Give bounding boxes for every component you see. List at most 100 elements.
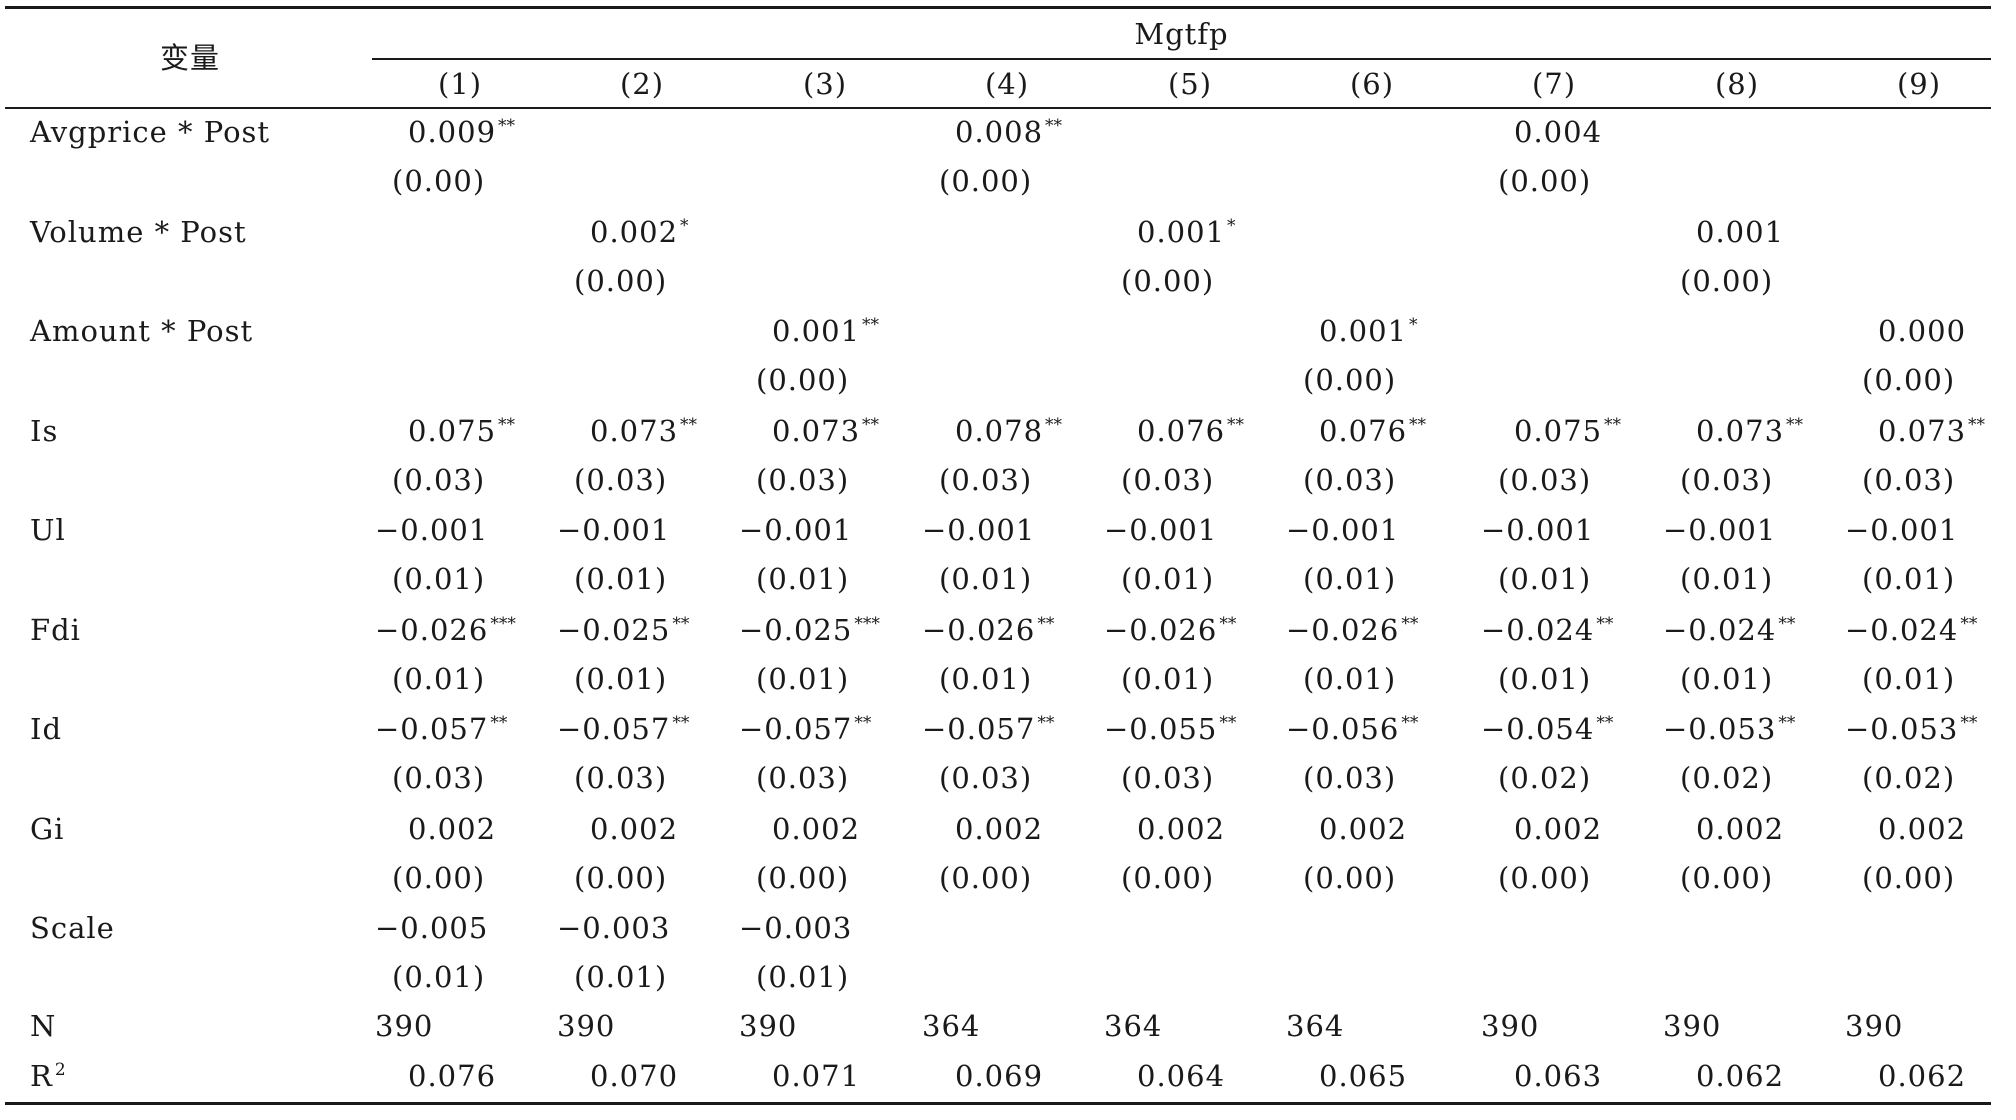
- coefficient-value: 0.075: [408, 413, 497, 448]
- coefficient-cell: 0.073 **: [772, 413, 879, 449]
- coefficient-value: −0.025: [557, 612, 671, 647]
- coefficient-cell: −0.057 **: [922, 711, 1054, 747]
- std-error-cell: (0.03): [939, 462, 1033, 497]
- r2-value: 0.076: [408, 1059, 497, 1093]
- row-label: Avgprice * Post: [30, 115, 271, 149]
- coefficient-value: 0.000: [1878, 314, 1967, 348]
- coefficient-value: −0.056: [1286, 712, 1400, 746]
- std-error-cell: (0.01): [939, 661, 1033, 696]
- column-header-7: (7): [1531, 67, 1577, 101]
- r2-superscript: 2: [54, 1060, 66, 1080]
- r2-value: 0.069: [955, 1059, 1044, 1093]
- coefficient-value: −0.001: [922, 513, 1036, 547]
- std-error-cell: (0.01): [574, 960, 668, 994]
- std-error-cell: (0.01): [392, 661, 486, 696]
- coefficient-cell: 0.076 **: [1137, 413, 1244, 449]
- std-error-cell: (0.03): [756, 462, 850, 497]
- std-error-cell: (0.02): [1680, 761, 1774, 795]
- significance-stars: **: [1219, 613, 1237, 634]
- row-label: Is: [30, 413, 59, 448]
- variable-header: 变量: [159, 41, 220, 75]
- std-error-cell: (0.00): [1121, 860, 1215, 895]
- r2-value: 0.062: [1696, 1059, 1785, 1093]
- std-error-cell: (0.00): [574, 860, 668, 895]
- std-error-cell: (0.00): [756, 860, 850, 895]
- std-error-cell: (0.00): [1303, 363, 1397, 397]
- coefficient-cell: 0.001 *: [1137, 214, 1236, 250]
- coefficient-cell: −0.001: [739, 512, 852, 548]
- std-error-cell: (0.01): [756, 562, 850, 596]
- coefficient-value: −0.024: [1481, 612, 1595, 647]
- coefficient-value: 0.002: [408, 811, 497, 846]
- column-header-4: (4): [984, 67, 1030, 101]
- significance-stars: **: [1786, 414, 1804, 435]
- r2-value: 0.064: [1137, 1059, 1226, 1093]
- coefficient-value: 0.002: [1696, 811, 1785, 846]
- coefficient-cell: 0.001 *: [1319, 313, 1418, 349]
- header-rule: [5, 107, 1991, 109]
- coefficient-value: 0.076: [1137, 413, 1226, 448]
- coefficient-value: −0.057: [922, 712, 1036, 746]
- significance-stars: ***: [854, 613, 880, 634]
- coefficient-cell: −0.057 **: [557, 711, 689, 747]
- coefficient-cell: −0.005: [375, 910, 488, 946]
- std-error-cell: (0.01): [1303, 562, 1397, 596]
- coefficient-cell: 0.009 **: [408, 114, 515, 150]
- r2-label-text: R: [30, 1059, 53, 1093]
- coefficient-value: 0.001: [1137, 214, 1226, 249]
- significance-stars: **: [1409, 414, 1427, 435]
- std-error-cell: (0.03): [1680, 462, 1774, 497]
- significance-stars: **: [1401, 613, 1419, 634]
- coefficient-cell: 0.073 **: [1696, 413, 1803, 449]
- n-value: 364: [922, 1009, 981, 1043]
- coefficient-value: 0.073: [1878, 413, 1967, 448]
- row-label: Id: [30, 712, 63, 746]
- coefficient-cell: −0.024 **: [1845, 612, 1977, 648]
- coefficient-value: 0.002: [590, 811, 679, 846]
- r2-value: 0.065: [1319, 1059, 1408, 1093]
- coefficient-value: −0.026: [1286, 612, 1400, 647]
- coefficient-cell: −0.001: [375, 512, 488, 548]
- coefficient-value: 0.004: [1514, 115, 1603, 149]
- n-value: 390: [1663, 1009, 1722, 1043]
- coefficient-value: 0.001: [1319, 314, 1408, 348]
- top-rule: [5, 6, 1991, 9]
- significance-stars: **: [672, 713, 690, 733]
- group-underline: [372, 58, 1991, 60]
- significance-stars: **: [1045, 414, 1063, 435]
- std-error-cell: (0.01): [1680, 661, 1774, 696]
- significance-stars: **: [1778, 713, 1796, 733]
- coefficient-cell: −0.057 **: [375, 711, 507, 747]
- coefficient-cell: 0.002: [1319, 811, 1407, 847]
- std-error-cell: (0.03): [392, 462, 486, 497]
- coefficient-cell: −0.054 **: [1481, 711, 1613, 747]
- coefficient-cell: 0.004: [1514, 114, 1602, 150]
- significance-stars: **: [1778, 613, 1796, 634]
- coefficient-value: 0.002: [590, 214, 679, 249]
- coefficient-value: −0.001: [557, 513, 671, 547]
- coefficient-cell: 0.000: [1878, 313, 1966, 349]
- std-error-cell: (0.00): [392, 164, 486, 198]
- coefficient-cell: −0.026 **: [922, 612, 1054, 648]
- coefficient-cell: 0.075 **: [1514, 413, 1621, 449]
- significance-stars: **: [1960, 613, 1978, 634]
- coefficient-cell: 0.002 *: [590, 214, 689, 250]
- std-error-cell: (0.00): [392, 860, 486, 895]
- std-error-cell: (0.01): [939, 562, 1033, 596]
- significance-stars: **: [1037, 713, 1055, 733]
- coefficient-value: 0.075: [1514, 413, 1603, 448]
- significance-stars: ***: [490, 613, 516, 634]
- coefficient-value: 0.002: [1319, 811, 1408, 846]
- column-header-9: (9): [1896, 67, 1942, 101]
- r2-value: 0.070: [590, 1059, 679, 1093]
- coefficient-cell: −0.024 **: [1481, 612, 1613, 648]
- column-header-6: (6): [1349, 67, 1395, 101]
- coefficient-cell: −0.001: [1481, 512, 1594, 548]
- significance-stars: **: [680, 414, 698, 435]
- significance-stars: **: [862, 414, 880, 435]
- std-error-cell: (0.01): [392, 562, 486, 596]
- significance-stars: **: [854, 713, 872, 733]
- coefficient-value: −0.057: [739, 712, 853, 746]
- coefficient-value: −0.001: [1663, 513, 1777, 547]
- column-header-3: (3): [802, 67, 848, 101]
